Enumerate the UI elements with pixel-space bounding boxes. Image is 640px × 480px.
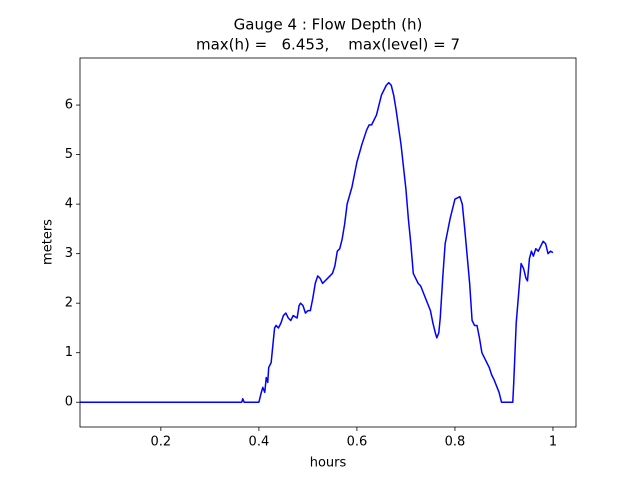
y-axis-label: meters	[41, 219, 56, 265]
y-tick-label: 2	[65, 296, 73, 311]
x-tick-label: 0.8	[445, 435, 466, 450]
data-line	[80, 81, 554, 403]
chart-subtitle: max(h) = 6.453, max(level) = 7	[196, 36, 460, 54]
plot-frame	[79, 57, 577, 428]
x-axis-label: hours	[310, 456, 347, 471]
y-tick-label: 1	[65, 345, 73, 360]
chart-title: Gauge 4 : Flow Depth (h)	[234, 16, 423, 34]
y-tick-label: 5	[65, 147, 73, 162]
y-tick-label: 0	[65, 395, 73, 410]
x-tick-label: 0.2	[151, 435, 172, 450]
x-tick-label: 0.4	[249, 435, 270, 450]
y-tick-label: 3	[65, 246, 73, 261]
y-tick-label: 4	[65, 197, 73, 212]
x-tick-label: 0.6	[347, 435, 368, 450]
x-tick-label: 1	[549, 435, 557, 450]
y-tick-label: 6	[65, 98, 73, 113]
